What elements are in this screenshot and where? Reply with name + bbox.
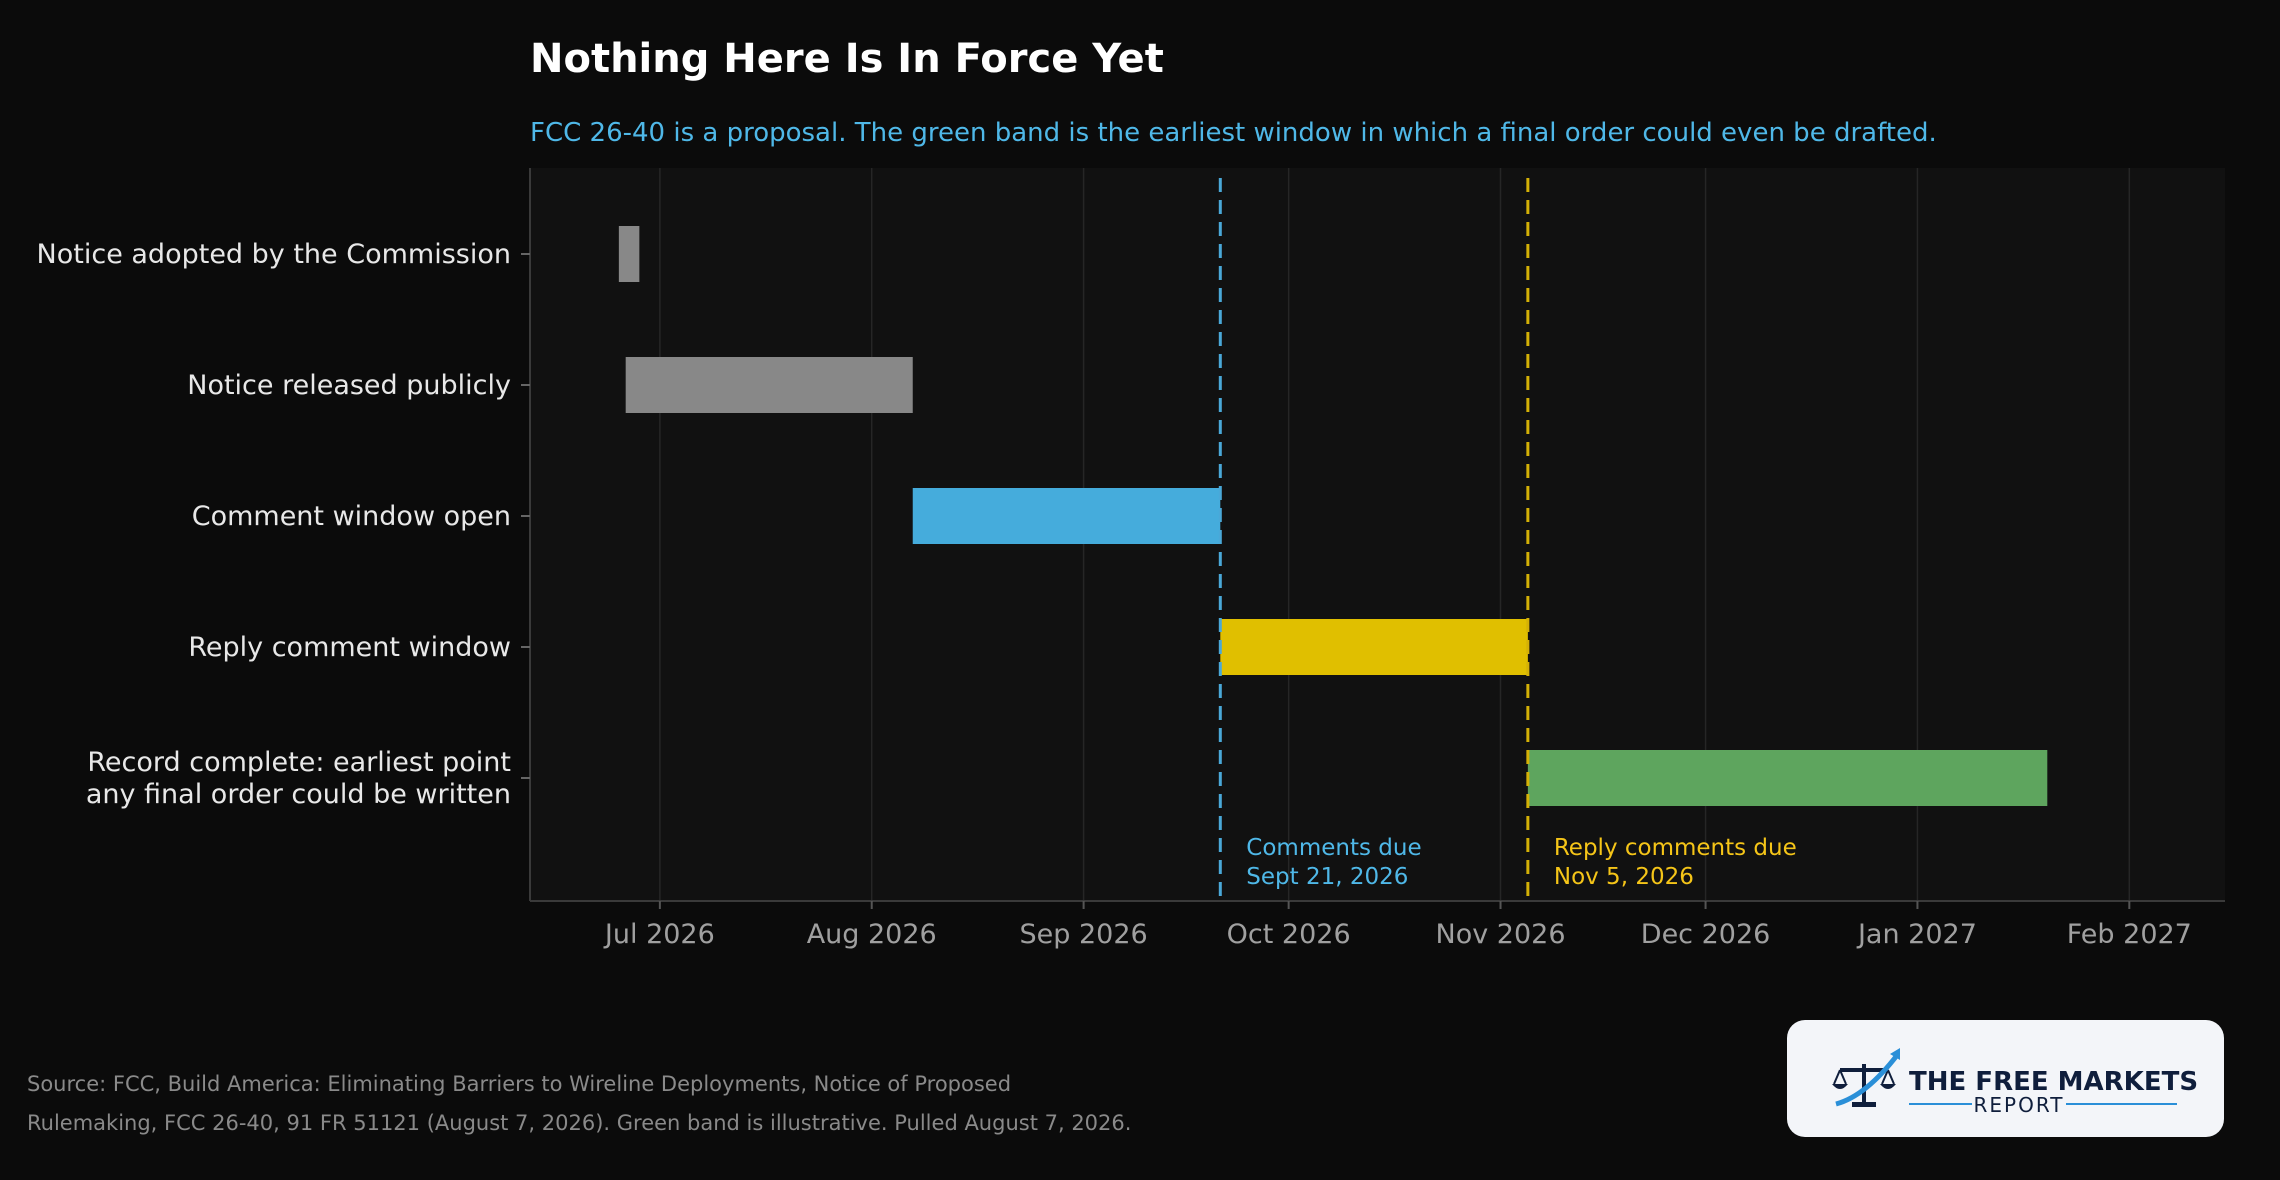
deadline-annotation: Sept 21, 2026 <box>1246 864 1408 890</box>
x-tick-label: Dec 2026 <box>1641 919 1771 950</box>
source-line-2: Rulemaking, FCC 26-40, 91 FR 51121 (Augu… <box>27 1111 1131 1135</box>
chart-title: Nothing Here Is In Force Yet <box>530 36 1164 82</box>
task-bar <box>912 488 1221 544</box>
source-line-1: Source: FCC, Build America: Eliminating … <box>27 1072 1011 1096</box>
x-tick-label: Jul 2026 <box>603 919 715 950</box>
x-tick-label: Aug 2026 <box>807 919 937 950</box>
y-axis-labels: Notice adopted by the Commission Notice r… <box>37 239 530 810</box>
bars <box>618 226 2048 806</box>
source-note: Source: FCC, Build America: Eliminating … <box>27 1072 1131 1135</box>
deadline-annotation: Reply comments due <box>1554 835 1797 861</box>
x-tick-label: Sep 2026 <box>1020 919 1148 950</box>
task-bar <box>1220 619 1528 675</box>
task-bar <box>618 226 640 282</box>
task-label: any final order could be written <box>86 779 511 810</box>
chart-subtitle: FCC 26-40 is a proposal. The green band … <box>530 118 1937 148</box>
task-label: Notice released publicly <box>187 370 511 401</box>
x-tick-label: Oct 2026 <box>1227 919 1351 950</box>
x-tick-label: Feb 2027 <box>2067 919 2192 950</box>
task-bar <box>625 357 913 413</box>
deadline-annotation: Comments due <box>1246 835 1421 861</box>
task-label: Comment window open <box>192 501 511 532</box>
x-axis-labels: Jul 2026 Aug 2026 Sep 2026 Oct 2026 Nov 2026… <box>603 901 2192 950</box>
logo-line-2: REPORT <box>1974 1093 2065 1117</box>
markers: Comments due Sept 21, 2026 Reply comments … <box>1218 178 1797 901</box>
logo-background <box>1787 1020 2224 1137</box>
logo-line-1: THE FREE MARKETS <box>1909 1067 2198 1097</box>
deadline-annotation: Nov 5, 2026 <box>1554 864 1694 890</box>
x-tick-label: Nov 2026 <box>1436 919 1566 950</box>
logo-badge: THE FREE MARKETS REPORT <box>1787 1020 2224 1137</box>
task-label: Record complete: earliest point <box>87 747 511 778</box>
task-label: Notice adopted by the Commission <box>37 239 511 270</box>
task-bar <box>1527 750 2048 806</box>
x-tick-label: Jan 2027 <box>1856 919 1977 950</box>
scales-of-justice-icon <box>1832 1048 1900 1107</box>
task-label: Reply comment window <box>188 632 511 663</box>
